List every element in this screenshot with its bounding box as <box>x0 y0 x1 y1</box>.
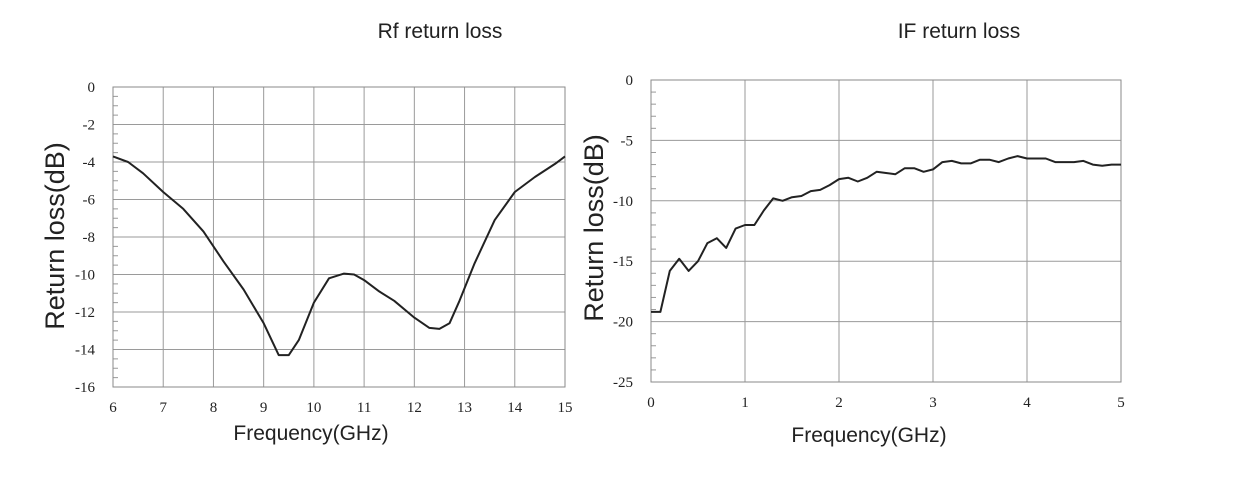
rf-x-tick-label: 11 <box>357 400 371 416</box>
if-y-tick-label: -5 <box>621 133 634 149</box>
rf-return-loss-chart: Rf return loss Return loss(dB) Frequency… <box>40 20 573 445</box>
rf-x-tick-label: 6 <box>109 400 117 416</box>
rf-y-tick-label: -14 <box>75 343 95 359</box>
if-x-tick-label: 5 <box>1117 395 1125 411</box>
if-y-tick-label: -25 <box>613 375 633 391</box>
rf-y-tick-label: 0 <box>88 80 96 96</box>
if-x-axis-label: Frequency(GHz) <box>791 424 946 447</box>
rf-x-tick-label: 9 <box>260 400 268 416</box>
rf-x-tick-label: 12 <box>407 400 422 416</box>
rf-x-tick-label: 15 <box>558 400 573 416</box>
rf-plot-frame <box>112 86 566 388</box>
if-x-tick-label: 4 <box>1023 395 1031 411</box>
if-return-loss-line <box>651 155 1121 313</box>
if-y-tick-label: 0 <box>626 73 634 89</box>
rf-y-tick-label: -16 <box>75 380 95 396</box>
if-x-tick-label: 3 <box>929 395 937 411</box>
rf-y-tick-label: -12 <box>75 305 95 321</box>
rf-x-axis-label: Frequency(GHz) <box>233 422 388 445</box>
if-plot-frame <box>650 79 1122 383</box>
rf-y-tick-label: -4 <box>83 155 96 171</box>
if-y-axis-label: Return loss(dB) <box>579 134 609 322</box>
rf-chart-title: Rf return loss <box>378 20 503 43</box>
rf-y-tick-label: -8 <box>83 230 96 246</box>
rf-x-tick-label: 10 <box>306 400 321 416</box>
if-y-tick-label: -20 <box>613 315 633 331</box>
rf-return-loss-line <box>112 155 566 357</box>
rf-y-axis-label: Return loss(dB) <box>40 142 70 330</box>
rf-x-tick-label: 14 <box>507 400 523 416</box>
if-y-tick-label: -10 <box>613 194 633 210</box>
rf-x-tick-label: 7 <box>159 400 167 416</box>
rf-y-tick-label: -10 <box>75 268 95 284</box>
if-x-tick-label: 0 <box>647 395 655 411</box>
if-x-tick-label: 2 <box>835 395 843 411</box>
rf-x-tick-label: 8 <box>210 400 218 416</box>
rf-x-tick-label: 13 <box>457 400 472 416</box>
rf-y-tick-label: -6 <box>83 193 96 209</box>
rf-y-tick-label: -2 <box>83 118 96 134</box>
if-return-loss-chart: IF return loss Return loss(dB) Frequency… <box>579 20 1125 447</box>
if-x-tick-label: 1 <box>741 395 749 411</box>
if-chart-title: IF return loss <box>898 20 1021 43</box>
if-y-tick-label: -15 <box>613 254 633 270</box>
